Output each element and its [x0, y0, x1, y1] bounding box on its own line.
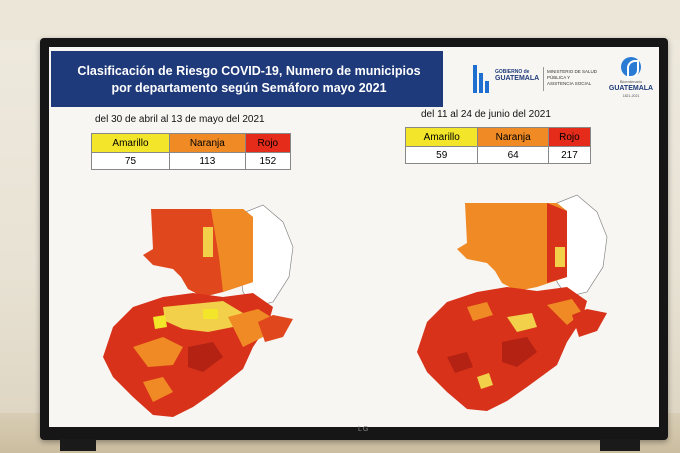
header-amarillo: Amarillo	[404, 127, 479, 147]
value-rojo: 152	[244, 152, 292, 170]
value-amarillo: 59	[404, 146, 479, 164]
wall	[0, 0, 680, 40]
ministerio-text: MINISTERIO DE SALUD PÚBLICA Y ASISTENCIA…	[547, 69, 598, 86]
table-header-row: Amarillo Naranja Rojo	[91, 133, 292, 153]
bicentenario-logo: Bicentenario GUATEMALA 1821-2021	[607, 57, 655, 101]
value-naranja: 64	[477, 146, 549, 164]
gobierno-line2: GUATEMALA	[495, 75, 540, 82]
tv-stand-left	[60, 439, 96, 451]
header-rojo: Rojo	[547, 127, 592, 147]
guatemala-map-right	[417, 194, 608, 411]
slide-title: Clasificación de Riesgo COVID-19, Numero…	[77, 64, 421, 95]
counts-table-left: Amarillo Naranja Rojo 75 113 152	[91, 133, 292, 170]
table-value-row: 59 64 217	[404, 146, 592, 164]
table-value-row: 75 113 152	[91, 152, 292, 170]
television: Clasificación de Riesgo COVID-19, Numero…	[40, 38, 668, 440]
bicentenario-years: 1821-2021	[622, 94, 640, 98]
header-rojo: Rojo	[244, 133, 292, 153]
value-amarillo: 75	[91, 152, 170, 170]
guatemala-map-left	[103, 204, 294, 417]
value-naranja: 113	[168, 152, 246, 170]
counts-table-right: Amarillo Naranja Rojo 59 64 217	[404, 127, 592, 164]
value-rojo: 217	[547, 146, 592, 164]
gobierno-line1: GOBIERNO de	[495, 69, 530, 75]
tv-brand-logo: LG	[358, 426, 370, 433]
logo-divider	[543, 67, 544, 91]
tv-screen: Clasificación de Riesgo COVID-19, Numero…	[49, 47, 659, 427]
bicentenario-small-text: Bicentenario	[619, 79, 643, 84]
table-header-row: Amarillo Naranja Rojo	[404, 127, 592, 147]
header-naranja: Naranja	[477, 127, 549, 147]
tv-stand-right	[600, 439, 640, 451]
slide-header: Clasificación de Riesgo COVID-19, Numero…	[51, 51, 443, 107]
period-label-left: del 30 de abril al 13 de mayo del 2021	[95, 114, 265, 125]
logos-area: GOBIERNO de GUATEMALA MINISTERIO DE SALU…	[459, 53, 655, 105]
header-amarillo: Amarillo	[91, 133, 170, 153]
gobierno-mark-icon	[473, 65, 491, 93]
gobierno-logo: GOBIERNO de GUATEMALA MINISTERIO DE SALU…	[473, 63, 597, 97]
bicentenario-name: GUATEMALA	[608, 85, 654, 92]
header-naranja: Naranja	[168, 133, 246, 153]
period-label-right: del 11 al 24 de junio del 2021	[421, 109, 551, 120]
bicentenario-emblem-icon	[621, 57, 641, 78]
